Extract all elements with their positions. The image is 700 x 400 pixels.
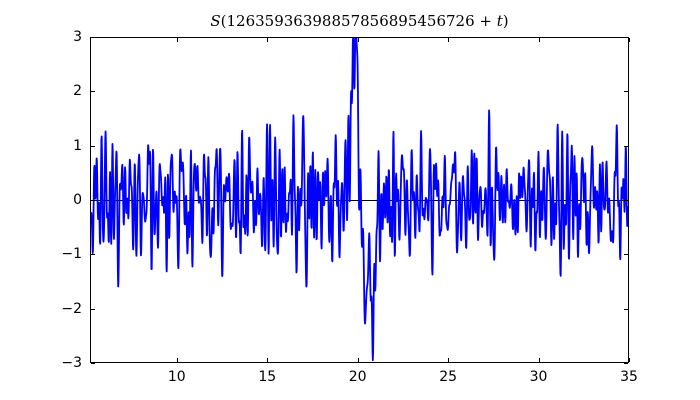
y-tick-label: −2 — [61, 300, 82, 317]
x-tick-label: 10 — [167, 369, 186, 385]
x-tick-label: 35 — [620, 369, 638, 385]
x-tick-label: 20 — [348, 369, 367, 385]
title-variable: t — [496, 12, 503, 30]
x-tick-label: 25 — [439, 369, 458, 385]
y-tick-label: −1 — [61, 246, 82, 263]
signal-line — [90, 37, 629, 362]
title-open-paren: ( — [220, 12, 227, 30]
title-close-paren: ) — [502, 12, 509, 30]
y-tick-label: 1 — [73, 137, 82, 154]
y-tick-label: 0 — [73, 192, 82, 208]
title-argument-number: 12635936398857856895456726 — [226, 12, 475, 30]
y-tick-label: 2 — [73, 83, 82, 100]
title-plus-sign: + — [474, 12, 497, 30]
x-tick-label: 15 — [258, 369, 277, 385]
y-tick-label: −3 — [61, 355, 82, 371]
x-tick-label: 30 — [529, 369, 548, 385]
y-tick-label: 3 — [73, 29, 82, 45]
title-function-symbol: S — [210, 12, 221, 30]
chart-title: S(12635936398857856895456726 + t) — [90, 12, 629, 30]
axes-frame — [90, 37, 629, 363]
